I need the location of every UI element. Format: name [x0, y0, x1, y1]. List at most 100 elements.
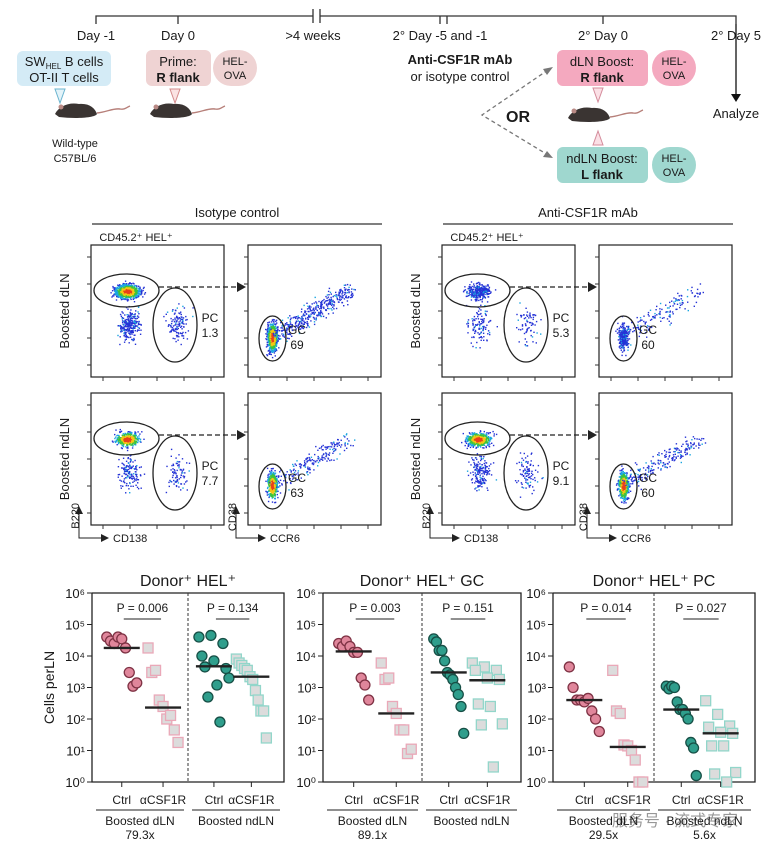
- event-dot: [127, 308, 129, 310]
- event-dot: [318, 313, 320, 316]
- event-dot: [478, 294, 480, 297]
- event-dot: [488, 288, 490, 290]
- event-dot: [320, 300, 323, 303]
- event-dot: [487, 292, 489, 295]
- event-dot: [135, 441, 137, 443]
- event-dot: [479, 288, 481, 290]
- event-dot: [275, 342, 278, 344]
- event-dot: [266, 336, 268, 338]
- event-dot: [128, 468, 130, 471]
- event-dot: [528, 327, 530, 329]
- event-dot: [135, 484, 137, 486]
- event-dot: [267, 343, 270, 346]
- event-dot: [535, 342, 537, 344]
- event-dot: [122, 285, 124, 287]
- event-dot: [342, 296, 344, 299]
- event-dot: [486, 301, 489, 303]
- event-dot: [132, 292, 134, 294]
- event-dot: [619, 341, 621, 343]
- event-dot: [639, 332, 641, 334]
- event-dot: [275, 486, 278, 488]
- event-dot: [475, 286, 477, 288]
- event-dot: [472, 296, 475, 298]
- event-dot: [272, 342, 274, 345]
- event-dot: [622, 341, 624, 343]
- prime-site: R flank: [156, 70, 200, 85]
- event-dot: [134, 315, 137, 318]
- event-dot: [272, 491, 274, 493]
- gc-gate: [258, 315, 287, 362]
- event-dot: [349, 284, 351, 286]
- event-dot: [127, 485, 129, 487]
- event-dot: [340, 439, 342, 441]
- event-dot: [128, 289, 130, 291]
- event-dot: [304, 461, 306, 464]
- event-dot: [139, 438, 142, 440]
- event-dot: [125, 446, 127, 448]
- event-dot: [128, 462, 130, 464]
- event-dot: [124, 291, 127, 293]
- event-dot: [307, 316, 310, 318]
- axis-arrow: [78, 512, 103, 539]
- event-dot: [620, 341, 622, 343]
- event-dot: [468, 461, 470, 463]
- event-dot: [174, 309, 177, 311]
- event-dot: [333, 445, 336, 448]
- event-dot: [173, 469, 176, 471]
- event-dot: [464, 439, 467, 441]
- event-dot: [128, 296, 130, 298]
- event-dot: [124, 325, 126, 328]
- event-dot: [266, 345, 269, 347]
- flow-plot-b220-cd138: PC7.7: [87, 392, 225, 529]
- dln-boost-site: R flank: [580, 70, 624, 85]
- event-dot: [330, 307, 332, 310]
- event-dot: [476, 299, 478, 302]
- event-dot: [129, 336, 132, 338]
- event-dot: [124, 432, 126, 435]
- event-dot: [477, 292, 479, 294]
- event-dot: [272, 351, 274, 353]
- event-dot: [271, 478, 274, 481]
- event-dot: [480, 323, 483, 325]
- event-dot: [621, 322, 624, 324]
- event-dot: [126, 300, 129, 302]
- event-dot: [276, 326, 279, 328]
- event-dot: [485, 313, 487, 316]
- event-dot: [268, 338, 270, 340]
- event-dot: [332, 312, 334, 314]
- event-dot: [640, 319, 642, 321]
- event-dot: [304, 311, 306, 313]
- event-dot: [270, 336, 272, 338]
- event-dot: [317, 449, 319, 451]
- event-dot: [529, 321, 531, 324]
- event-dot: [126, 335, 128, 337]
- event-dot: [176, 318, 178, 320]
- event-dot: [125, 324, 127, 327]
- event-dot: [618, 333, 620, 336]
- event-dot: [623, 339, 626, 341]
- event-dot: [124, 283, 127, 286]
- event-dot: [132, 445, 134, 447]
- event-dot: [331, 444, 333, 446]
- event-dot: [283, 480, 285, 482]
- event-dot: [125, 492, 127, 494]
- event-dot: [133, 337, 135, 340]
- event-dot: [294, 323, 297, 325]
- event-dot: [182, 337, 185, 339]
- event-dot: [329, 459, 331, 462]
- event-dot: [306, 461, 308, 463]
- event-dot: [626, 332, 628, 334]
- event-dot: [313, 462, 315, 464]
- timeline-break: [312, 9, 321, 23]
- event-dot: [306, 460, 308, 462]
- event-dot: [324, 301, 326, 303]
- event-dot: [525, 324, 527, 327]
- event-dot: [474, 469, 476, 471]
- event-dot: [475, 324, 477, 326]
- event-dot: [342, 294, 344, 297]
- event-dot: [294, 470, 297, 472]
- event-dot: [273, 482, 275, 484]
- event-dot: [127, 322, 129, 325]
- event-dot: [270, 477, 272, 480]
- event-dot: [138, 320, 140, 323]
